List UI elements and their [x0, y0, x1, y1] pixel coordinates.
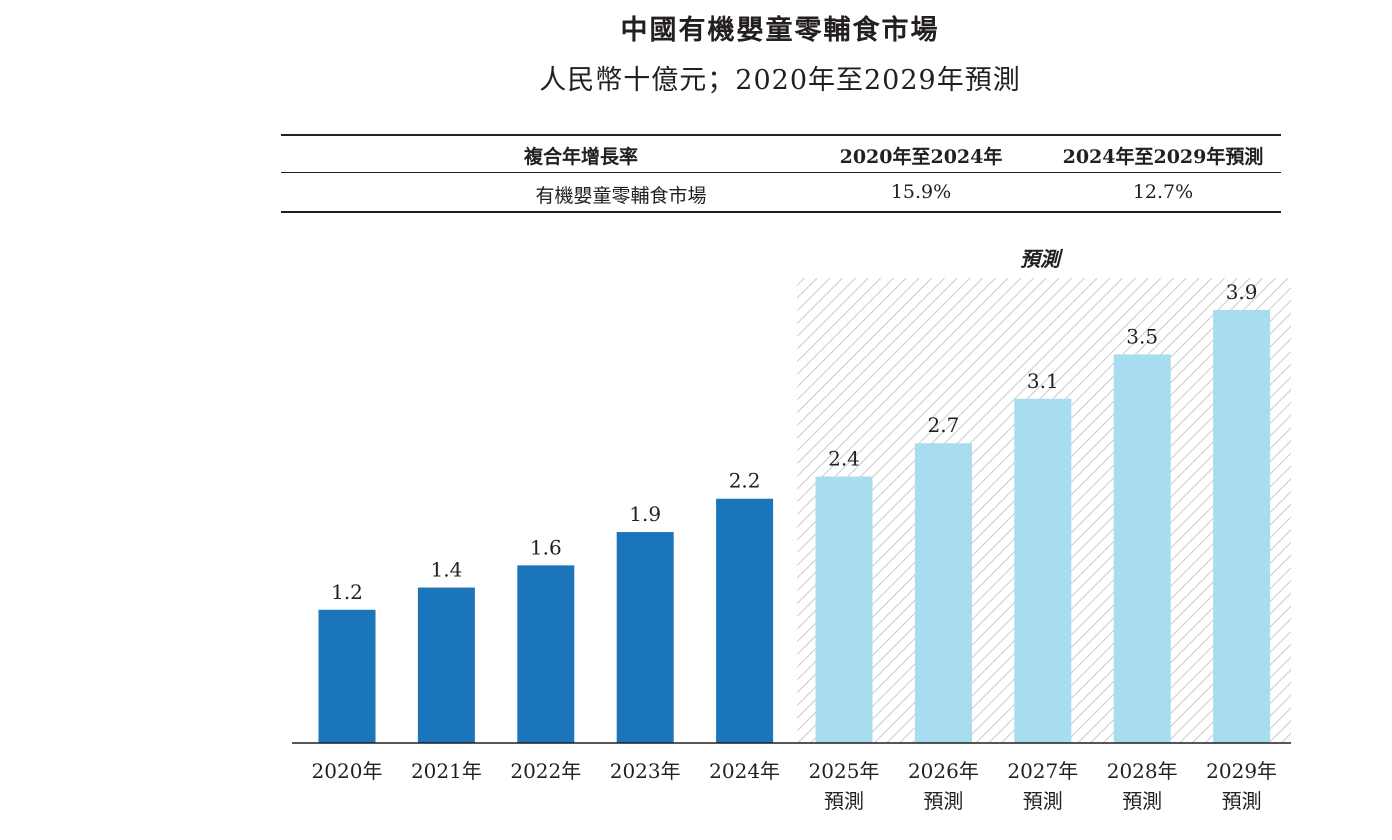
- x-tick-label-2: 2022年: [510, 759, 581, 783]
- chart-subtitle: 人民幣十億元；2020年至2029年預測: [539, 65, 1021, 96]
- bar-value-label-3: 1.9: [629, 502, 661, 526]
- x-tick-label-4: 2024年: [709, 759, 780, 783]
- bar-value-label-8: 3.5: [1126, 324, 1158, 348]
- cagr-header-period-1: 2020年至2024年: [839, 146, 1003, 168]
- x-tick-label-1: 2021年: [411, 759, 482, 783]
- x-tick-sublabel-9: 預測: [1222, 789, 1262, 813]
- bar-3: [616, 532, 674, 743]
- cagr-row-label: 有機嬰童零輔食市場: [535, 185, 707, 207]
- table-top-rule: [281, 134, 1281, 136]
- x-tick-label-9: 2029年: [1206, 759, 1277, 783]
- chart-title: 中國有機嬰童零輔食市場: [620, 15, 940, 46]
- bar-5: [815, 476, 873, 743]
- x-tick-sublabel-7: 預測: [1023, 789, 1063, 813]
- bar-value-label-4: 2.2: [729, 469, 761, 493]
- x-tick-label-7: 2027年: [1007, 759, 1078, 783]
- table-mid-rule: [281, 172, 1281, 173]
- bar-value-label-9: 3.9: [1226, 280, 1258, 304]
- cagr-header-period-2: 2024年至2029年預測: [1062, 146, 1264, 168]
- bar-value-label-6: 2.7: [927, 413, 959, 437]
- bar-6: [914, 443, 972, 743]
- bar-0: [318, 609, 376, 743]
- bar-value-label-5: 2.4: [828, 447, 860, 471]
- x-tick-label-8: 2028年: [1107, 759, 1178, 783]
- bar-4: [716, 498, 774, 743]
- table-bottom-rule: [281, 211, 1281, 213]
- bar-value-label-7: 3.1: [1027, 369, 1059, 393]
- x-tick-sublabel-6: 預測: [923, 789, 963, 813]
- x-tick-sublabel-8: 預測: [1122, 789, 1162, 813]
- bar-2: [517, 565, 575, 743]
- bar-9: [1213, 310, 1271, 743]
- cagr-header-label: 複合年增長率: [523, 146, 638, 168]
- cagr-value-period-2: 12.7%: [1132, 181, 1194, 203]
- bar-value-label-0: 1.2: [331, 580, 363, 604]
- bar-7: [1014, 398, 1072, 743]
- bar-value-label-1: 1.4: [430, 558, 462, 582]
- x-tick-label-3: 2023年: [610, 759, 681, 783]
- cagr-value-period-1: 15.9%: [890, 181, 952, 203]
- bar-1: [417, 587, 475, 743]
- x-tick-label-5: 2025年: [809, 759, 880, 783]
- x-tick-label-6: 2026年: [908, 759, 979, 783]
- x-tick-sublabel-5: 預測: [824, 789, 864, 813]
- x-tick-label-0: 2020年: [312, 759, 383, 783]
- forecast-region-label: 預測: [1020, 247, 1064, 271]
- bar-value-label-2: 1.6: [530, 535, 562, 559]
- bar-8: [1113, 354, 1171, 743]
